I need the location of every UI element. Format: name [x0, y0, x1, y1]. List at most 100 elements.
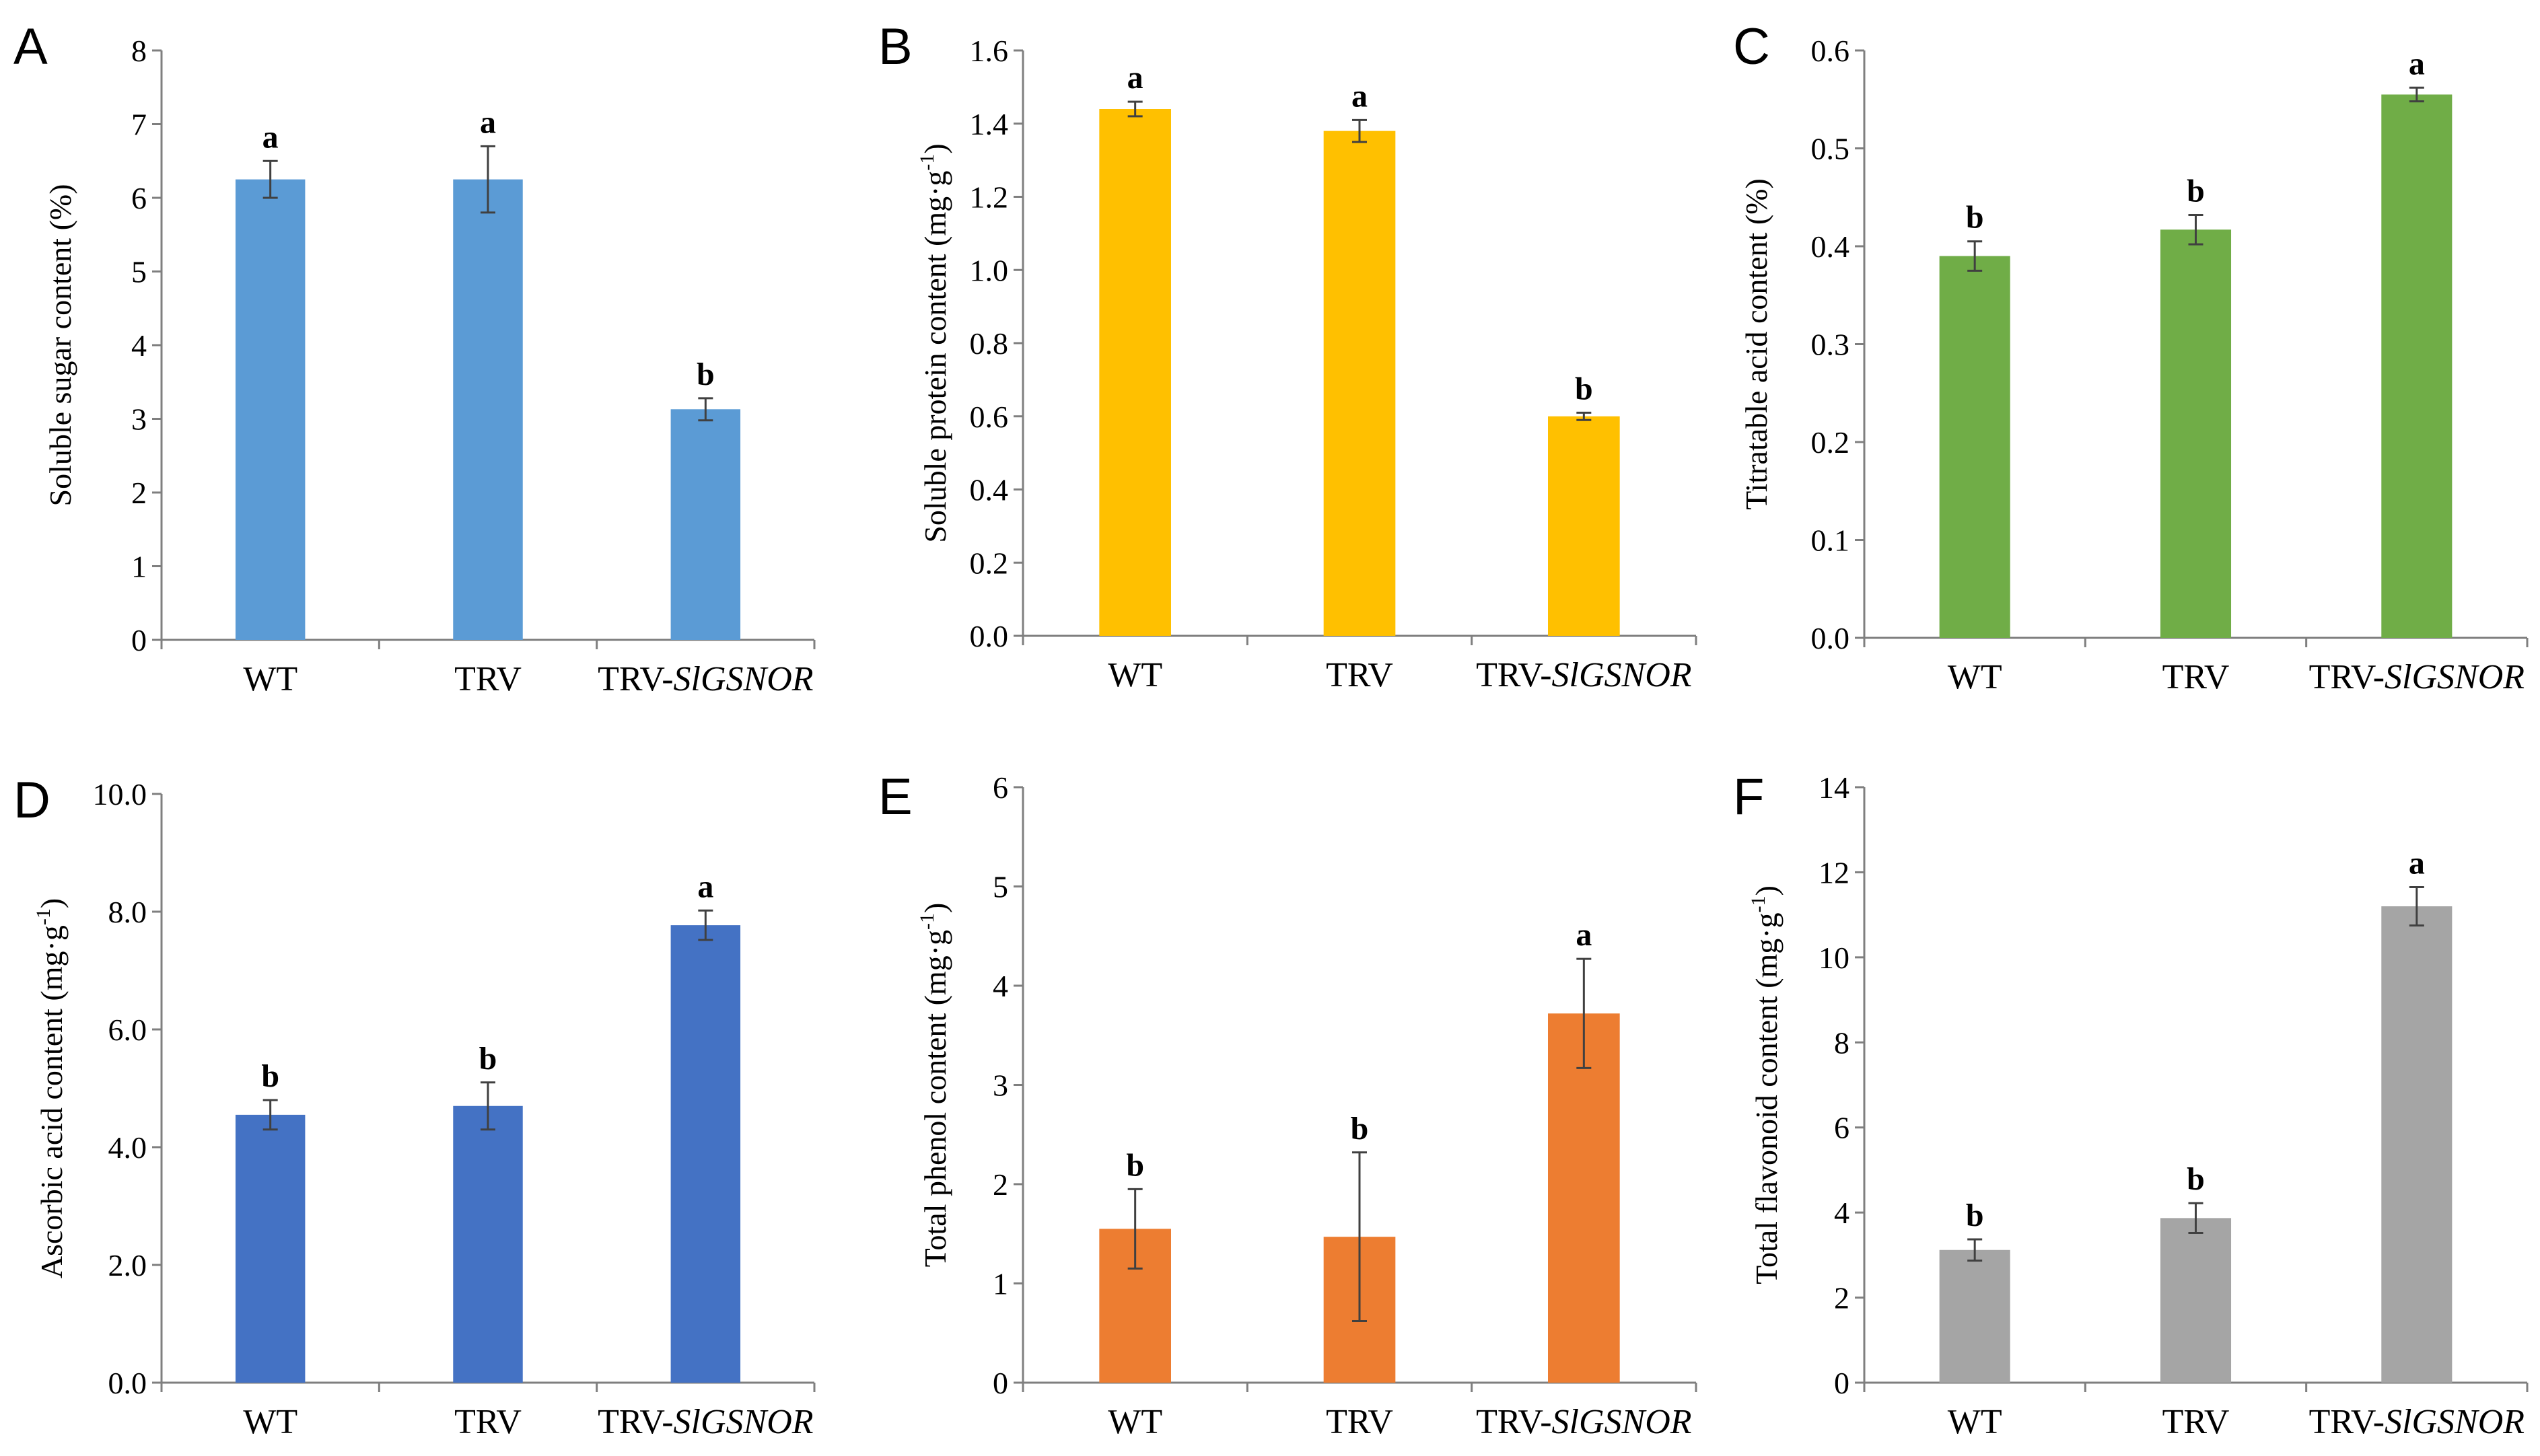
y-tick-label: 0 — [131, 623, 147, 657]
y-axis-title: Total phenol content (mg·g-1) — [916, 903, 952, 1268]
y-tick-label: 7 — [131, 108, 147, 142]
x-category-label-prefix: TRV- — [598, 660, 673, 698]
y-axis-title: Ascorbic acid content (mg·g-1) — [32, 898, 69, 1278]
x-category-label: TRV-SlGSNOR — [2309, 1403, 2525, 1441]
y-axis-title: Soluble protein content (mg·g-1) — [916, 143, 952, 543]
x-category-label-prefix: TRV- — [598, 1403, 673, 1441]
y-tick-label: 0.6 — [1811, 34, 1850, 68]
x-category-label: WT — [1108, 656, 1162, 694]
bar — [1939, 256, 2010, 638]
y-tick-label: 3 — [131, 402, 147, 437]
x-category-label-gene: SlGSNOR — [674, 1403, 814, 1441]
y-tick-label: 5 — [131, 255, 147, 289]
bar — [1939, 1249, 2010, 1383]
y-axis-title-end: ) — [918, 903, 952, 913]
x-category-label-gene: SlGSNOR — [2385, 1403, 2525, 1441]
significance-label: b — [1126, 1147, 1144, 1183]
significance-label: b — [1351, 1111, 1369, 1146]
significance-label: b — [2187, 1161, 2205, 1197]
y-axis-title-text: Soluble sugar content (%) — [43, 184, 77, 506]
y-tick-label: 0.0 — [970, 619, 1009, 653]
significance-label: b — [479, 1041, 497, 1077]
y-tick-label: 0.6 — [970, 400, 1009, 434]
panel-letter: E — [878, 768, 913, 826]
y-tick-label: 8.0 — [108, 895, 147, 929]
chart-panel-b: B 0.0 0.2 0.4 0.6 0.8 1.0 1.2 1.4 1.6 Soluble prot… — [878, 18, 1697, 694]
y-tick-label: 6 — [1834, 1111, 1849, 1145]
x-category-label: TRV-SlGSNOR — [1476, 1403, 1691, 1441]
chart-panel-d: D 0.0 2.0 4.0 6.0 8.0 10.0 Ascorbic acid conten… — [13, 772, 816, 1441]
y-axis-title: Total flavonoid content (mg·g-1) — [1747, 885, 1784, 1284]
y-tick-label: 0.4 — [970, 473, 1009, 507]
significance-label: b — [2187, 173, 2205, 209]
y-tick-label: 0.2 — [1811, 425, 1850, 460]
x-category-label: TRV — [454, 1403, 522, 1441]
significance-label: b — [261, 1058, 279, 1094]
y-axis-title: Soluble sugar content (%) — [43, 184, 77, 506]
x-category-label: TRV — [2162, 1403, 2230, 1441]
significance-label: b — [1966, 200, 1984, 235]
y-tick-label: 0.1 — [1811, 523, 1850, 558]
y-axis-title-end: ) — [1749, 885, 1784, 896]
x-category-label-gene: SlGSNOR — [674, 660, 814, 698]
significance-label: a — [1576, 917, 1592, 953]
y-axis-title: Titratable acid content (%) — [1739, 178, 1773, 510]
y-tick-label: 5 — [993, 870, 1008, 904]
y-tick-label: 0.3 — [1811, 328, 1850, 362]
y-axis-title-end: ) — [34, 898, 69, 908]
y-tick-label: 4 — [1834, 1196, 1849, 1230]
y-tick-label: 0.2 — [970, 546, 1009, 580]
x-category-label: TRV — [1326, 1403, 1393, 1441]
panel-letter: F — [1733, 768, 1764, 826]
y-tick-label: 1 — [993, 1267, 1008, 1301]
y-tick-label: 12 — [1819, 855, 1849, 889]
chart-panel-c: C 0.0 0.1 0.2 0.3 0.4 0.5 0.6 Titratable acid co… — [1733, 18, 2529, 696]
x-category-label: WT — [1948, 658, 2002, 696]
bar — [1099, 109, 1171, 636]
x-category-label-prefix: TRV- — [2309, 658, 2385, 696]
bar — [2381, 94, 2453, 639]
bar — [2160, 229, 2232, 638]
x-category-label: TRV-SlGSNOR — [2309, 658, 2525, 696]
y-axis-title-superscript: -1 — [1747, 896, 1769, 912]
y-axis-title-text: Ascorbic acid content (mg·g — [34, 925, 69, 1278]
y-tick-label: 1.0 — [970, 253, 1009, 287]
y-tick-label: 1.6 — [970, 34, 1009, 68]
y-axis-title-text: Soluble protein content (mg·g — [918, 171, 952, 543]
significance-label: a — [262, 119, 279, 155]
y-axis-title-text: Titratable acid content (%) — [1739, 178, 1773, 510]
y-tick-label: 6.0 — [108, 1013, 147, 1047]
y-tick-label: 0.4 — [1811, 229, 1850, 264]
y-tick-label: 2.0 — [108, 1248, 147, 1282]
chart-panel-a: A 0 1 2 3 4 5 6 7 8 Soluble sugar content (%) a WT a T… — [13, 18, 816, 698]
significance-label: a — [1127, 60, 1143, 96]
x-category-label: TRV-SlGSNOR — [598, 660, 813, 698]
significance-label: b — [1575, 371, 1593, 406]
bar — [2381, 906, 2453, 1383]
bar — [1323, 131, 1396, 636]
significance-label: a — [697, 869, 713, 904]
significance-label: a — [2409, 846, 2425, 881]
y-tick-label: 2 — [131, 476, 147, 510]
x-category-label: TRV-SlGSNOR — [598, 1403, 813, 1441]
x-category-label-gene: SlGSNOR — [2385, 658, 2525, 696]
x-category-label-prefix: TRV- — [1476, 1403, 1551, 1441]
chart-panel-f: F 0 2 4 6 8 10 12 14 Total flavonoid content (mg·… — [1733, 768, 2529, 1441]
y-tick-label: 1.2 — [970, 180, 1009, 215]
x-category-label-prefix: TRV- — [2309, 1403, 2385, 1441]
bar — [2160, 1218, 2232, 1383]
y-tick-label: 10 — [1819, 941, 1849, 975]
x-category-label: TRV — [2162, 658, 2230, 696]
x-category-label: TRV — [454, 660, 522, 698]
y-axis-title-superscript: -1 — [32, 908, 55, 925]
bar — [1548, 1013, 1620, 1383]
bar — [453, 1105, 523, 1383]
y-tick-label: 0.8 — [970, 326, 1009, 361]
y-axis-title-superscript: -1 — [916, 154, 938, 171]
y-tick-label: 2 — [1834, 1281, 1849, 1315]
bar — [670, 925, 741, 1383]
x-category-label-prefix: TRV- — [1476, 656, 1551, 694]
y-tick-label: 0 — [1834, 1366, 1849, 1400]
y-tick-label: 14 — [1819, 770, 1849, 805]
